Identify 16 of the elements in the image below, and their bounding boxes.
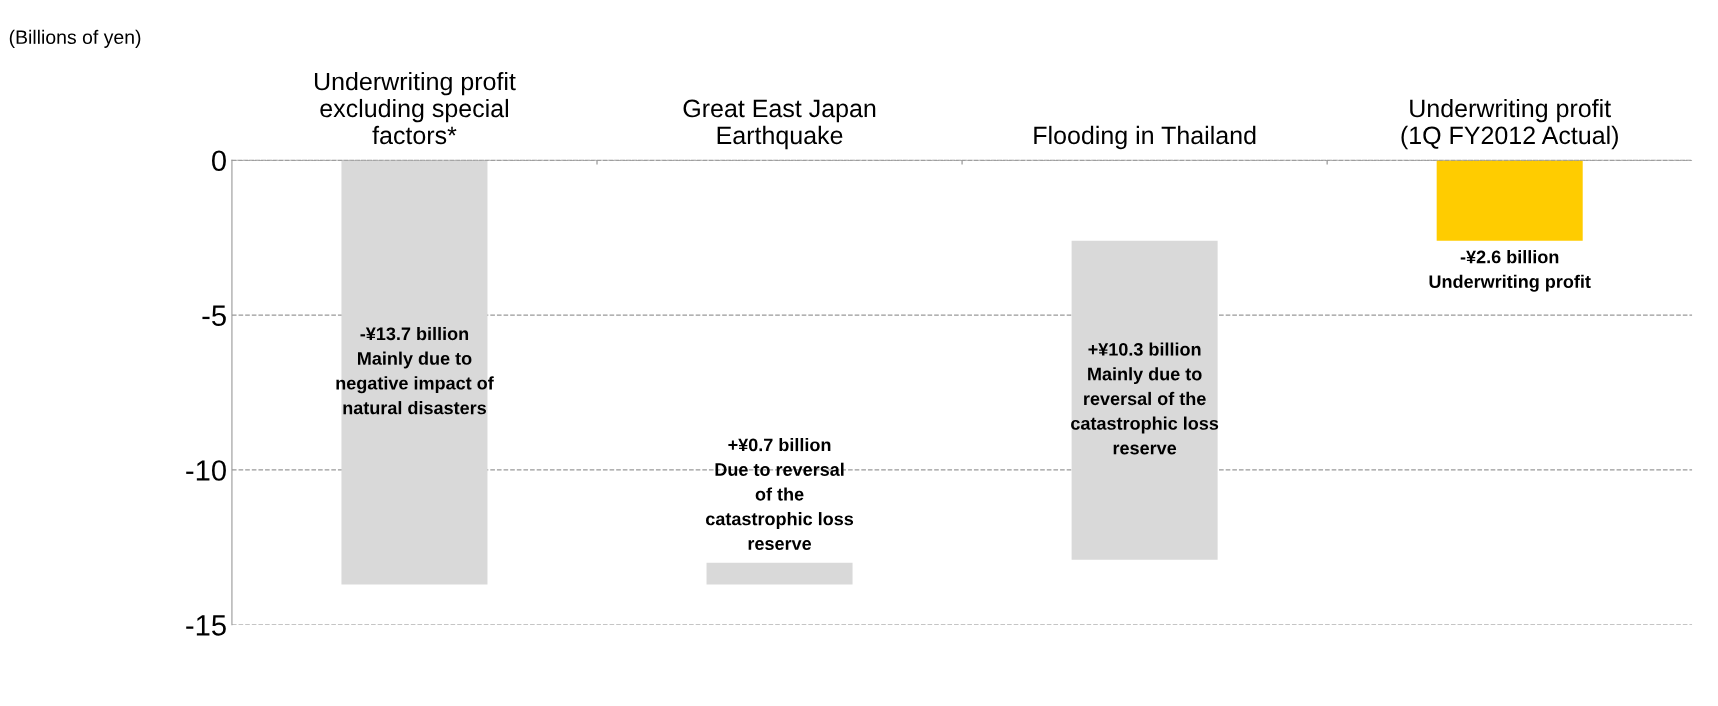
x-tick-label: Underwriting profit (1Q FY2012 Actual)	[1401, 98, 1618, 150]
data-label: -¥2.6 billion Underwriting profit	[1429, 250, 1591, 292]
y-tick-label: 0	[211, 150, 226, 172]
y-tick-label: -10	[186, 460, 226, 481]
data-label: -¥13.7 billion Mainly due to negative impact of natural disasters	[336, 326, 494, 415]
data-label: +¥0.7 billion Due to reversal of the catastrophic loss reserve	[706, 438, 854, 551]
bar	[706, 562, 853, 585]
bar	[1071, 240, 1218, 560]
y-tick-label: -5	[202, 305, 226, 326]
x-tick-label: Flooding in Thailand	[1034, 125, 1256, 150]
bar	[1436, 160, 1583, 241]
y-tick-label: -15	[186, 615, 226, 636]
x-tick-label: Great East Japan Earthquake	[683, 99, 876, 150]
data-label: +¥10.3 billion Mainly due to reversal of the catastrophic loss reserve	[1071, 342, 1219, 455]
y-axis-title: (Billions of yen)	[9, 29, 141, 48]
x-tick-label: Underwriting profit excluding special factors*	[314, 71, 516, 145]
